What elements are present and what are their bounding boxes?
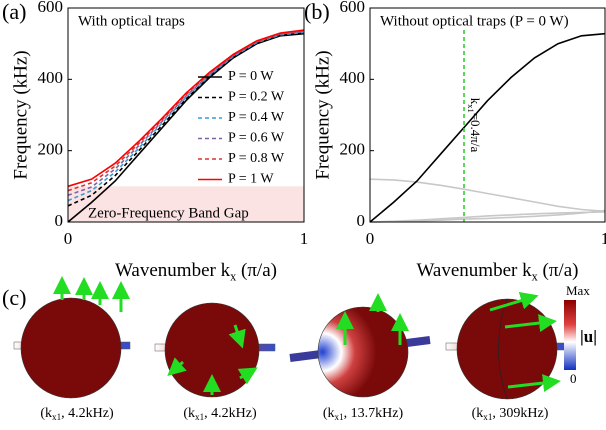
y-tick-label: 400 — [38, 68, 64, 87]
legend-label: P = 0.2 W — [228, 90, 285, 105]
legend-label: P = 0.4 W — [228, 110, 285, 125]
text-part: x — [532, 270, 539, 284]
text-part: x1 — [195, 412, 204, 422]
caption: (kx1, 13.7kHz) — [323, 406, 404, 422]
text-part: k — [468, 98, 483, 105]
x-axis-label: Wavenumber kx (π/a) — [417, 260, 579, 283]
y-axis-label: Frequency (kHz) — [10, 50, 31, 179]
text-part: (k — [472, 406, 484, 421]
text-part: x1 — [483, 412, 492, 422]
series-line — [67, 29, 305, 188]
x-axis-label: Wavenumber kx (π/a) — [115, 260, 277, 283]
y-tick-label: 0 — [357, 211, 366, 230]
plot-frame — [67, 7, 305, 223]
plot-frame — [369, 7, 606, 223]
text-part: , 4.2kHz) — [204, 406, 257, 421]
text-part: Wavenumber k — [417, 260, 533, 281]
text-part: x1 — [466, 104, 476, 112]
colorbar-max: Max — [566, 283, 590, 298]
y-tick-label: 600 — [340, 0, 366, 16]
text-part: x1 — [335, 412, 344, 422]
y-tick-label: 600 — [38, 0, 64, 16]
y-tick-label: 200 — [340, 140, 366, 159]
band-gap-label: Zero-Frequency Band Gap — [88, 206, 249, 222]
series-line — [67, 31, 305, 202]
marker-label: kx1=0.4π/a — [466, 98, 483, 153]
panel-title: With optical traps — [78, 13, 185, 29]
legend-label: P = 0.6 W — [228, 131, 285, 146]
x-tick-label: 1 — [300, 229, 309, 248]
x-tick-label: 1 — [601, 229, 606, 248]
colorbar-min: 0 — [570, 371, 577, 386]
y-tick-label: 200 — [38, 140, 64, 159]
text-part: , 309kHz) — [492, 406, 548, 421]
text-part: Wavenumber k — [115, 260, 231, 281]
panel-label: (a) — [2, 0, 26, 24]
colorbar-quantity: |u| — [580, 327, 597, 346]
x-tick-label: 0 — [366, 229, 375, 248]
series-line — [369, 178, 606, 213]
y-axis-label: Frequency (kHz) — [312, 50, 333, 179]
legend-label: P = 0.8 W — [228, 151, 285, 166]
text-part: x — [230, 270, 237, 284]
text-part: (π/a) — [236, 260, 277, 281]
colorbar — [564, 300, 576, 370]
x-tick-label: 0 — [64, 229, 73, 248]
legend-label: P = 1 W — [228, 172, 274, 187]
panel-c-art — [13, 276, 576, 400]
text-part: =0.4π/a — [468, 113, 483, 153]
text-part: x1 — [52, 412, 61, 422]
panel-title: Without optical traps (P = 0 W) — [380, 13, 569, 29]
caption: (kx1, 309kHz) — [472, 406, 549, 422]
panel-label: (c) — [2, 285, 26, 310]
text-part: (k — [323, 406, 335, 421]
text-part: , 13.7kHz) — [344, 406, 404, 421]
legend-label: P = 0 W — [228, 69, 274, 84]
y-tick-label: 400 — [340, 68, 366, 87]
y-tick-label: 0 — [55, 211, 64, 230]
text-part: (π/a) — [538, 260, 579, 281]
text-part: (k — [183, 406, 195, 421]
series-line — [67, 32, 305, 207]
text-part: , 4.2kHz) — [61, 406, 114, 421]
series-line — [67, 30, 305, 197]
series-line — [369, 32, 606, 223]
text-part: (k — [40, 406, 52, 421]
caption: (kx1, 4.2kHz) — [183, 406, 257, 422]
band-gap — [68, 186, 304, 222]
caption: (kx1, 4.2kHz) — [40, 406, 114, 422]
panel-label: (b) — [304, 0, 330, 24]
series-line — [369, 209, 606, 223]
series-line — [67, 30, 305, 192]
